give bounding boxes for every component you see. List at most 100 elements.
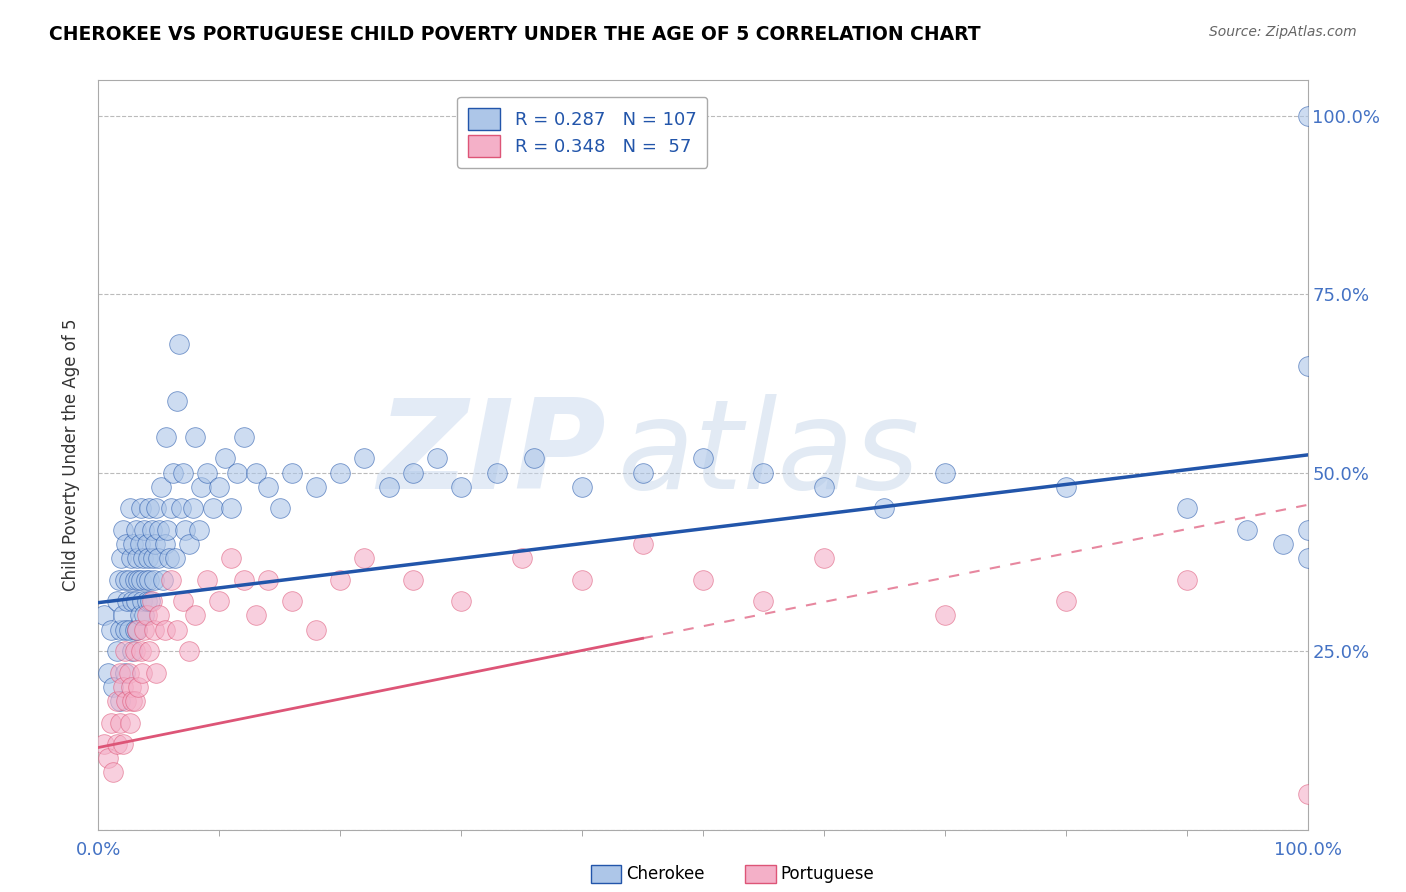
Y-axis label: Child Poverty Under the Age of 5: Child Poverty Under the Age of 5 <box>62 318 80 591</box>
Point <box>141 594 163 608</box>
Point <box>124 694 146 708</box>
Point <box>156 523 179 537</box>
Point <box>221 551 243 566</box>
Point <box>108 573 131 587</box>
Point <box>118 715 141 730</box>
Point <box>115 694 138 708</box>
Point <box>121 644 143 658</box>
Point <box>245 608 267 623</box>
Point <box>1272 537 1295 551</box>
Point <box>135 594 157 608</box>
Point <box>111 608 134 623</box>
Point <box>169 337 191 351</box>
Point <box>571 480 593 494</box>
Point <box>139 594 162 608</box>
Point <box>127 551 149 566</box>
Point <box>125 523 148 537</box>
Point <box>402 466 425 480</box>
Point <box>353 451 375 466</box>
Point <box>256 480 278 494</box>
Point <box>105 594 128 608</box>
Point <box>105 694 128 708</box>
Point <box>245 466 267 480</box>
Point <box>127 623 149 637</box>
Point <box>128 537 150 551</box>
Point <box>450 594 472 608</box>
Point <box>1175 573 1198 587</box>
Text: ZIP: ZIP <box>378 394 606 516</box>
Point <box>134 523 156 537</box>
Point <box>124 623 146 637</box>
Point <box>523 451 546 466</box>
Text: Cherokee: Cherokee <box>626 865 704 883</box>
Point <box>121 694 143 708</box>
Point <box>181 501 204 516</box>
Point <box>208 480 231 494</box>
Point <box>124 644 146 658</box>
Point <box>138 501 160 516</box>
Point <box>187 523 209 537</box>
Point <box>143 573 166 587</box>
Point <box>160 501 183 516</box>
Point <box>138 644 160 658</box>
Point <box>120 551 142 566</box>
Point <box>486 466 509 480</box>
Point <box>305 623 328 637</box>
Point <box>152 573 174 587</box>
Point <box>101 680 124 694</box>
Point <box>93 608 115 623</box>
Point <box>143 623 166 637</box>
Point <box>353 551 375 566</box>
Point <box>571 573 593 587</box>
Point <box>1296 551 1319 566</box>
Point <box>131 665 153 680</box>
Point <box>1296 109 1319 123</box>
Point <box>329 466 352 480</box>
Point <box>118 665 141 680</box>
Point <box>934 466 956 480</box>
Point <box>135 608 157 623</box>
Point <box>148 523 170 537</box>
Point <box>136 551 159 566</box>
Point <box>153 537 176 551</box>
Point <box>281 594 304 608</box>
Point <box>305 480 328 494</box>
Point <box>143 537 166 551</box>
Point <box>114 573 136 587</box>
Point <box>1236 523 1258 537</box>
Point <box>129 573 152 587</box>
Point <box>111 737 134 751</box>
Point <box>115 537 138 551</box>
Point <box>129 644 152 658</box>
Point <box>1054 480 1077 494</box>
Point <box>450 480 472 494</box>
Point <box>122 537 145 551</box>
Point <box>269 501 291 516</box>
Point <box>813 480 835 494</box>
Point <box>692 451 714 466</box>
Point <box>157 551 180 566</box>
Point <box>166 394 188 409</box>
Point <box>402 573 425 587</box>
Point <box>108 665 131 680</box>
Point <box>108 715 131 730</box>
Point <box>232 573 254 587</box>
Point <box>117 594 139 608</box>
Point <box>108 694 131 708</box>
Point <box>172 594 194 608</box>
Point <box>127 623 149 637</box>
Point <box>873 501 896 516</box>
Point <box>631 537 654 551</box>
Point <box>145 665 167 680</box>
Point <box>111 523 134 537</box>
Point <box>127 680 149 694</box>
Point <box>172 466 194 480</box>
Point <box>114 644 136 658</box>
Point <box>114 665 136 680</box>
Point <box>134 623 156 637</box>
Point <box>160 573 183 587</box>
Point <box>125 594 148 608</box>
Point <box>202 501 225 516</box>
Point <box>184 430 207 444</box>
Point <box>195 573 218 587</box>
